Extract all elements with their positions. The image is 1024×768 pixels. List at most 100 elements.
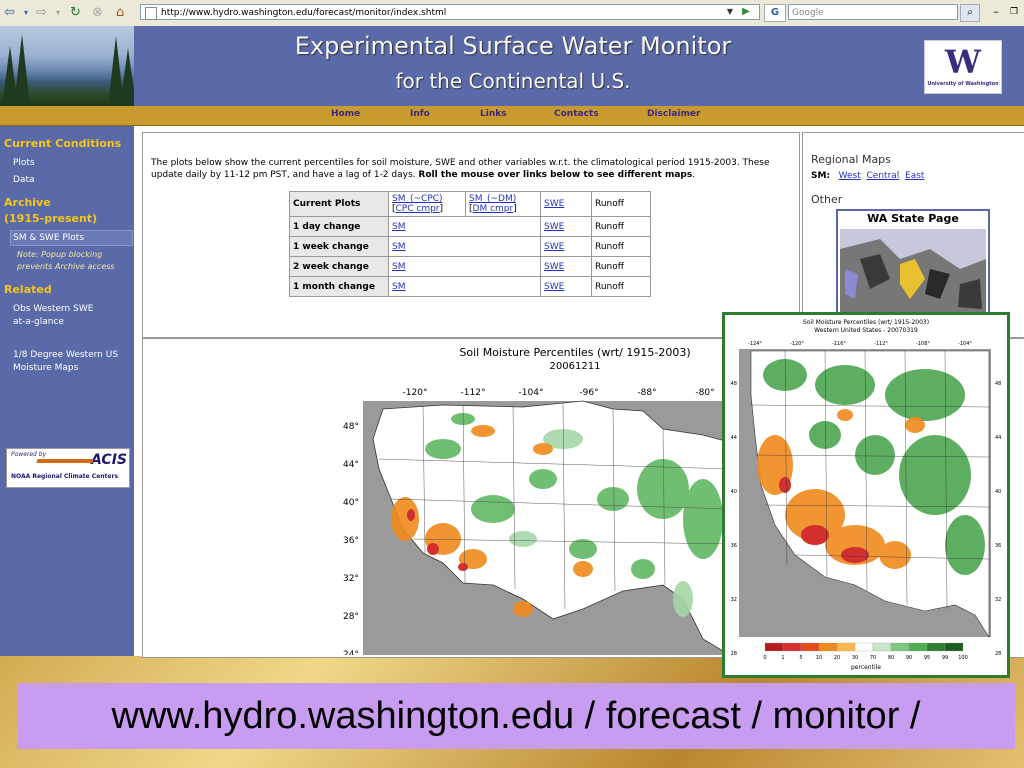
go-icon[interactable]: ▶ (742, 6, 750, 17)
table-cell-swe: SWE (540, 276, 592, 297)
legend-value: 1 (781, 655, 784, 661)
link-sm-cpc[interactable]: SM_(~CPC) (392, 194, 443, 204)
nav-info[interactable]: Info (410, 109, 430, 119)
regional-link-west[interactable]: West (838, 171, 861, 181)
table-cell-sm-dm: SM_(~DM) [DM cmpr] (465, 191, 541, 217)
intro-text: The plots below show the current percent… (151, 157, 771, 181)
sidebar-item-moisture-maps-2[interactable]: Moisture Maps (13, 363, 79, 373)
legend-swatch (854, 642, 874, 652)
regional-sm-label: SM: (811, 171, 831, 181)
back-arrow-icon[interactable]: ⇦ (4, 5, 15, 20)
forward-dropdown-icon[interactable]: ▾ (56, 8, 61, 17)
sidebar-note-line-2: prevents Archive access (17, 262, 115, 271)
lon-tick-label: -104° (519, 388, 544, 398)
lat-tick-label: 48° (343, 422, 359, 432)
popup-lat-tick-label: 28 (731, 651, 737, 657)
acis-name: ACIS (91, 452, 127, 468)
popup-lat-tick-label: 36 (731, 543, 737, 549)
nav-home[interactable]: Home (331, 109, 361, 119)
search-input[interactable]: Google (788, 4, 958, 20)
popup-lat-tick-labels: 48 48 44 44 40 40 36 36 32 32 28 28 (731, 381, 1002, 657)
link-cpc-cmpr[interactable]: CPC cmpr (395, 204, 440, 214)
restore-icon[interactable]: ❐ (1009, 7, 1019, 17)
link-swe[interactable]: SWE (544, 221, 565, 232)
address-dropdown-icon[interactable]: ▼ (726, 7, 734, 16)
table-row: 2 week change SM SWE Runoff (289, 256, 651, 277)
popup-lon-tick-label: -108° (916, 341, 930, 347)
lon-tick-label: -96° (579, 388, 598, 398)
uw-logo[interactable]: W University of Washington (924, 40, 1002, 94)
popup-lat-tick-label: 36 (995, 543, 1001, 549)
link-swe[interactable]: SWE (544, 281, 565, 292)
reload-icon[interactable]: ↻ (70, 5, 81, 20)
link-swe[interactable]: SWE (544, 261, 565, 272)
wa-state-page-link[interactable]: WA State Page (836, 209, 990, 323)
table-cell-sm: SM (388, 216, 541, 237)
search-engine-icon[interactable]: G (764, 4, 786, 22)
popup-lat-tick-label: 40 (731, 489, 737, 495)
link-sm[interactable]: SM (392, 241, 406, 252)
legend-swatch (764, 642, 784, 652)
back-dropdown-icon[interactable]: ▾ (24, 8, 29, 17)
popup-lon-tick-label: -104° (958, 341, 972, 347)
nav-disclaimer[interactable]: Disclaimer (647, 109, 701, 119)
sidebar-item-obs-swe-2[interactable]: at-a-glance (13, 317, 64, 327)
acis-logo[interactable]: Powered by ACIS NOAA Regional Climate Ce… (6, 448, 130, 488)
table-row: Current Plots SM_(~CPC) [CPC cmpr] SM_(~… (289, 191, 651, 217)
lon-tick-label: -88° (637, 388, 656, 398)
wa-thumbnail-svg (840, 229, 986, 319)
acis-powered: Powered by (11, 451, 47, 458)
site-header: Experimental Surface Water Monitor for t… (0, 26, 1024, 106)
link-swe[interactable]: SWE (544, 241, 565, 252)
regional-link-east[interactable]: East (905, 171, 925, 181)
sidebar-item-moisture-maps[interactable]: 1/8 Degree Western US (13, 350, 119, 360)
page-icon (145, 7, 157, 20)
nav-links[interactable]: Links (480, 109, 507, 119)
minimize-icon[interactable]: – (993, 5, 999, 18)
lat-tick-label: 32° (343, 574, 359, 584)
link-sm-dm[interactable]: SM_(~DM) (469, 194, 517, 204)
sidebar-item-obs-swe[interactable]: Obs Western SWE (13, 304, 94, 314)
sidebar-item-data[interactable]: Data (13, 175, 35, 185)
legend-value: 70 (870, 655, 876, 661)
legend-value: 80 (888, 655, 894, 661)
table-row: 1 month change SM SWE Runoff (289, 276, 651, 297)
us-soil-moisture-map: Soil Moisture Percentiles (wrt/ 1915-200… (343, 346, 734, 655)
link-sm[interactable]: SM (392, 281, 406, 292)
url-banner: www.hydro.washington.edu / forecast / mo… (17, 683, 1015, 749)
home-icon[interactable]: ⌂ (116, 5, 125, 20)
popup-lon-tick-label: -112° (874, 341, 888, 347)
address-url: http://www.hydro.washington.edu/forecast… (161, 8, 447, 18)
stop-icon[interactable]: ⊗ (92, 5, 103, 20)
dry-patches (391, 425, 593, 617)
link-swe[interactable]: SWE (544, 199, 565, 209)
link-sm[interactable]: SM (392, 261, 406, 272)
popup-lon-tick-label: -120° (790, 341, 804, 347)
regional-panel: Regional Maps SM: West Central East Othe… (802, 132, 1024, 338)
popup-map-title: Soil Moisture Percentiles (wrt/ 1915-200… (803, 319, 929, 326)
table-header-label: Current Plots (289, 191, 389, 217)
link-dm-cmpr[interactable]: DM cmpr (472, 204, 514, 214)
search-icon[interactable]: ⌕ (960, 4, 980, 22)
table-row-label: 1 week change (289, 236, 389, 257)
address-bar[interactable]: http://www.hydro.washington.edu/forecast… (140, 4, 760, 20)
very-dry-patches (407, 509, 468, 571)
sidebar-item-plots[interactable]: Plots (13, 158, 35, 168)
popup-lat-tick-label: 28 (995, 651, 1001, 657)
plots-table: Current Plots SM_(~CPC) [CPC cmpr] SM_(~… (289, 191, 651, 297)
uw-letter: W (945, 43, 981, 81)
table-cell-swe: SWE (540, 216, 592, 237)
acis-caption: NOAA Regional Climate Centers (11, 473, 119, 480)
sidebar-item-sm-swe-plots[interactable]: SM & SWE Plots (13, 233, 85, 243)
table-cell-sm: SM (388, 236, 541, 257)
nav-contacts[interactable]: Contacts (554, 109, 599, 119)
popup-lat-tick-label: 40 (995, 489, 1001, 495)
intro-text-end: . (692, 170, 696, 180)
forward-arrow-icon[interactable]: ⇨ (36, 5, 47, 20)
intro-panel: The plots below show the current percent… (142, 132, 800, 338)
popup-lon-tick-label: -116° (832, 341, 846, 347)
regional-link-central[interactable]: Central (866, 171, 900, 181)
legend-value: 10 (816, 655, 822, 661)
link-sm[interactable]: SM (392, 221, 406, 232)
popup-western-map: Soil Moisture Percentiles (wrt/ 1915-200… (722, 312, 1010, 678)
